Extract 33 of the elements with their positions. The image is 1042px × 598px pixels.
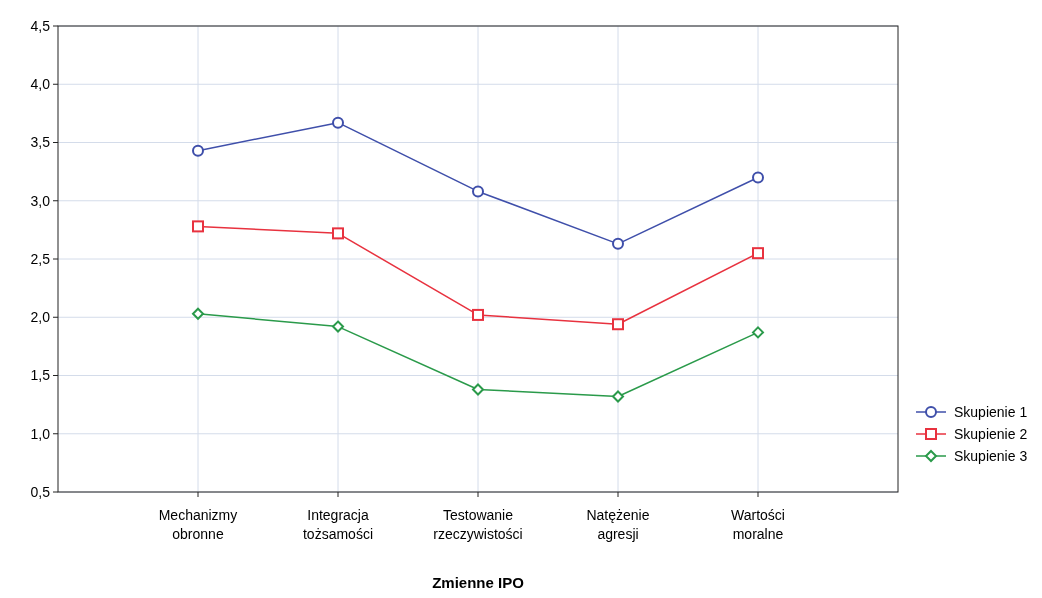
point (472, 383, 484, 396)
x-tick-label: Wartości moralne (731, 507, 785, 542)
point (612, 237, 624, 250)
x-axis-title: Zmienne IPO (432, 574, 525, 591)
point (192, 144, 204, 157)
point (472, 308, 484, 321)
y-tick-label: 3,0 (30, 192, 51, 209)
point (612, 318, 624, 331)
x-tick-label: Mechanizmy obronne (158, 507, 238, 542)
point (612, 390, 624, 403)
point (472, 185, 484, 198)
legend-label: Skupienie 1 (954, 403, 1028, 420)
y-tick-label: 1,0 (30, 425, 51, 442)
legend-label: Skupienie 3 (954, 447, 1028, 464)
y-tick-label: 1,5 (30, 367, 51, 384)
point (192, 220, 204, 233)
point (332, 227, 344, 240)
legend-label: Skupienie 2 (954, 425, 1028, 442)
point (752, 247, 764, 260)
x-tick-label: Testowanie rzeczywistości (433, 507, 523, 542)
y-tick-label: 4,5 (30, 17, 51, 34)
y-tick-label: 3,5 (30, 134, 51, 151)
x-tick-label: Natężenie agresji (586, 507, 650, 542)
y-tick-label: 4,0 (30, 76, 51, 93)
y-tick-label: 2,0 (30, 309, 51, 326)
point (332, 320, 344, 333)
point (752, 326, 764, 339)
x-tick-label: Integracja tożsamości (302, 507, 374, 542)
y-tick-label: 0,5 (30, 483, 51, 500)
point (752, 171, 764, 184)
point (332, 116, 344, 129)
y-tick-label: 2,5 (30, 250, 51, 267)
point (192, 307, 204, 320)
